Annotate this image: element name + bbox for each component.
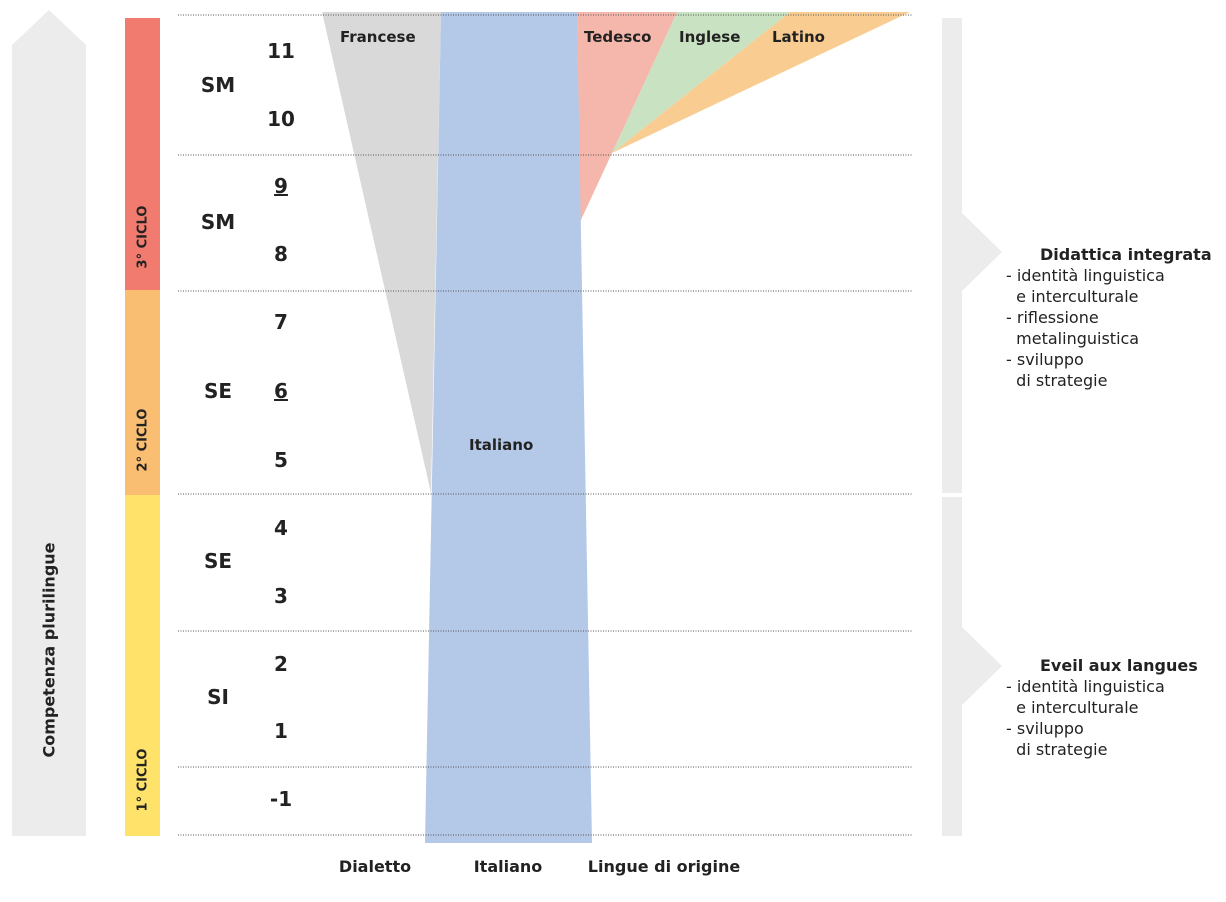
school-label: SE (203, 379, 233, 403)
grade-label: 8 (274, 242, 288, 266)
didattica-item: - riflessione (1006, 308, 1099, 327)
didattica-item: - identità linguistica (1006, 266, 1165, 285)
cycle-label-1: 1° CICLO (135, 748, 151, 812)
didattica-item: - sviluppo (1006, 350, 1084, 369)
school-label: SM (200, 73, 236, 97)
grade-label: 6 (274, 379, 288, 403)
grade-label: 11 (267, 39, 295, 63)
language-label-tedesco: Tedesco (584, 28, 652, 46)
eveil-item: - sviluppo (1006, 719, 1084, 738)
language-label-italiano: Italiano (469, 436, 534, 454)
eveil-item: di strategie (1006, 740, 1108, 759)
tedesco-area (577, 12, 677, 222)
bottom-label-italiano: Italiano (473, 857, 543, 876)
competence-label: Competenza plurilingue (39, 542, 59, 758)
eveil-panel: Eveil aux langues - identità linguistica… (1006, 655, 1198, 760)
cycle-label-2: 2° CICLO (135, 408, 151, 472)
eveil-arrow (942, 497, 1002, 836)
cycle-bar-2 (125, 290, 160, 495)
school-label: SE (203, 549, 233, 573)
bottom-label-lingue-origine: Lingue di origine (587, 857, 741, 876)
school-label: SM (200, 210, 236, 234)
grade-label: 1 (274, 719, 288, 743)
cycle-label-3: 3° CICLO (135, 205, 151, 269)
didattica-item: e interculturale (1006, 287, 1139, 306)
italiano-area (425, 12, 592, 843)
cycle-bar-1 (125, 495, 160, 836)
eveil-item: - identità linguistica (1006, 677, 1165, 696)
grade-label: 2 (274, 652, 288, 676)
language-label-inglese: Inglese (679, 28, 741, 46)
latino-area (612, 12, 910, 153)
language-label-latino: Latino (772, 28, 825, 46)
grade-label: 4 (274, 516, 288, 540)
francese-area (322, 12, 441, 493)
didattica-panel: Didattica integrata - identità linguisti… (1006, 244, 1212, 391)
inglese-area (612, 12, 790, 153)
school-label: SI (207, 685, 229, 709)
grade-label: 9 (274, 174, 288, 198)
language-label-francese: Francese (340, 28, 416, 46)
cycle-bar-3 (125, 18, 160, 290)
didattica-item: di strategie (1006, 371, 1108, 390)
competence-arrow (12, 10, 86, 836)
eveil-title: Eveil aux langues (1040, 656, 1198, 675)
grade-label: 7 (274, 310, 288, 334)
eveil-item: e interculturale (1006, 698, 1139, 717)
didattica-title: Didattica integrata (1040, 245, 1212, 264)
grade-label: 10 (267, 107, 295, 131)
grade-label: 5 (274, 448, 288, 472)
bottom-label-dialetto: Dialetto (338, 857, 412, 876)
grade-label: -1 (269, 787, 293, 811)
didattica-arrow (942, 18, 1002, 493)
grade-label: 3 (274, 584, 288, 608)
didattica-item: metalinguistica (1006, 329, 1140, 348)
